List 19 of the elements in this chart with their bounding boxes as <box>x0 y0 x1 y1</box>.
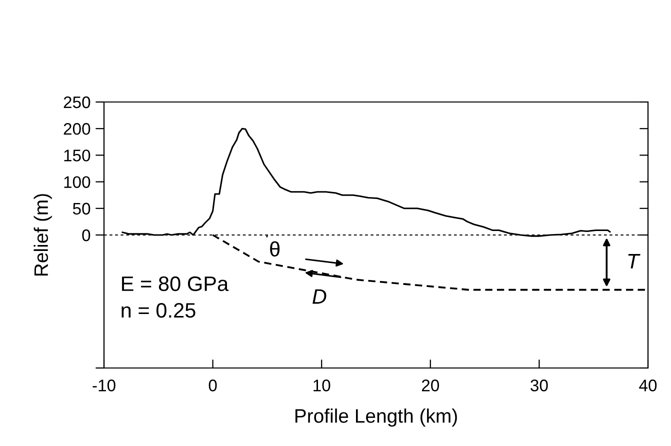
x-tick-label: 10 <box>314 380 330 392</box>
x-tick-label: -10 <box>92 380 116 392</box>
x-tick-label: 0 <box>208 380 217 392</box>
y-tick-label: 0 <box>82 229 90 242</box>
annotation: D <box>312 289 326 304</box>
y-axis-title: Relief (m) <box>34 194 52 276</box>
annotation: T <box>628 254 640 268</box>
annotation: θ <box>270 241 280 257</box>
y-tick-label: 50 <box>72 202 90 215</box>
annotation: E = 80 GPa <box>122 276 229 292</box>
x-tick-label: 40 <box>639 380 657 392</box>
y-tick-label: 150 <box>64 150 90 162</box>
x-tick-label: 30 <box>530 380 548 392</box>
y-tick-label: 250 <box>64 96 90 108</box>
x-tick-label: 20 <box>422 380 440 392</box>
annotation: n = 0.25 <box>122 302 196 318</box>
x-axis-title: Profile Length (km) <box>295 408 457 427</box>
y-tick-label: 100 <box>64 176 90 188</box>
y-tick-label: 200 <box>64 123 90 135</box>
